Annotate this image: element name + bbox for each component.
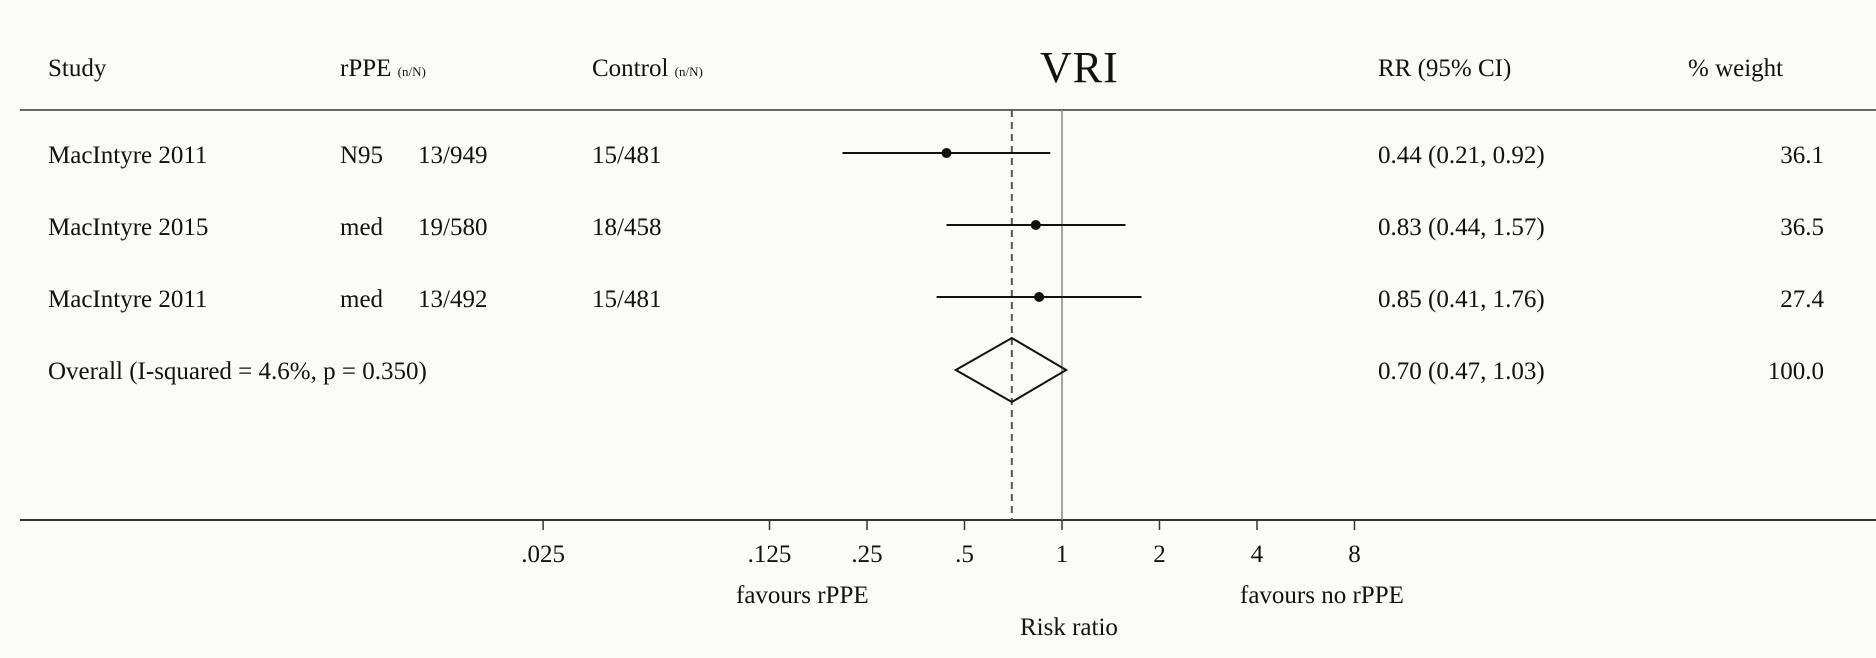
study-weight: 27.4 [1780,286,1824,313]
overall-diamond [953,336,1069,404]
plot-layer: .025 .125 .25 .5 1 2 4 8 [521,110,1361,568]
header-study: Study [48,55,107,82]
header-control-label: Control [592,55,669,82]
study-type: med [340,214,384,241]
header-control: Control (n/N) [592,55,703,83]
x-tick-label: 4 [1251,541,1264,568]
study-type: N95 [340,142,384,169]
x-axis-label: Risk ratio [1020,614,1118,641]
study-control: 15/481 [592,286,662,313]
x-tick-label: 2 [1153,541,1166,568]
study-control: 18/458 [592,214,662,241]
study-rppe: 13/949 [418,142,488,169]
x-tick-label: 8 [1348,541,1361,568]
study-rr-text: 0.44 (0.21, 0.92) [1378,142,1545,169]
study-point [1034,292,1045,302]
study-weight: 36.5 [1780,214,1824,241]
x-tick-label: 1 [1056,541,1069,568]
overall-label: Overall (I-squared = 4.6%, p = 0.350) [48,358,427,385]
header-rr: RR (95% CI) [1378,55,1512,82]
study-point [941,148,952,158]
favours-left-label: favours rPPE [736,582,869,609]
study-name: MacIntyre 2011 [48,286,208,313]
favours-right-label: favours no rPPE [1240,582,1404,609]
x-tick-label: .5 [955,541,974,568]
x-tick-label: .025 [521,541,565,568]
study-rr-text: 0.85 (0.41, 1.76) [1378,286,1545,313]
study-control: 15/481 [592,142,662,169]
study-rppe: 19/580 [418,214,488,241]
study-rppe: 13/492 [418,286,488,313]
study-weight: 36.1 [1780,142,1824,169]
overall-weight: 100.0 [1767,358,1824,385]
header-rppe-unit: (n/N) [397,64,426,79]
header-rppe-label: rPPE [340,55,392,82]
overall-rr-text: 0.70 (0.47, 1.03) [1378,358,1545,385]
header-rppe: rPPE (n/N) [340,55,426,83]
header-weight: % weight [1688,55,1784,82]
x-tick-label: .125 [748,541,792,568]
study-rr-text: 0.83 (0.44, 1.57) [1378,214,1545,241]
header-control-unit: (n/N) [674,64,703,79]
study-name: MacIntyre 2011 [48,142,208,169]
chart-title: VRI [1040,43,1119,92]
study-type: med [340,286,384,313]
x-tick-label: .25 [851,541,882,568]
study-name: MacIntyre 2015 [48,214,209,241]
study-point [1030,220,1041,230]
